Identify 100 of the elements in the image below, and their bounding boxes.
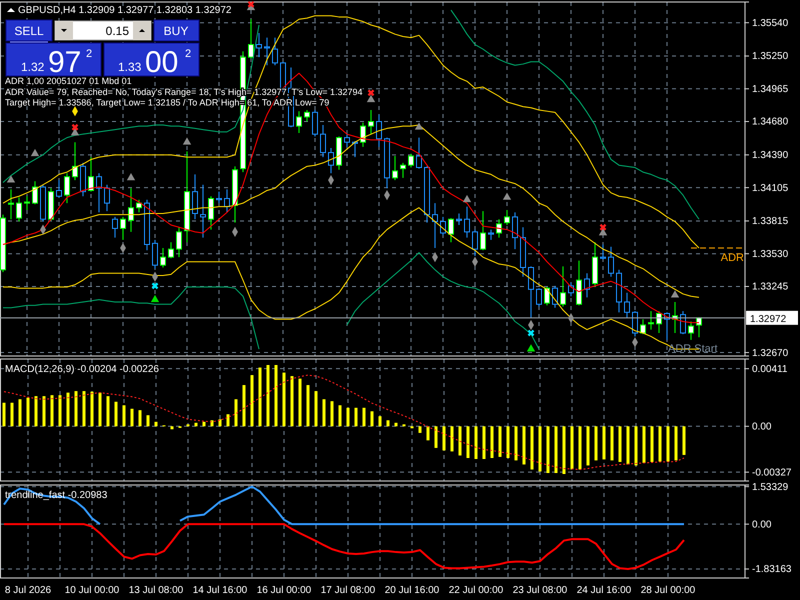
candlestick (128, 188, 134, 232)
bar (666, 426, 670, 462)
x-tick-label: 23 Jul 08:00 (512, 585, 568, 596)
point (600, 224, 606, 231)
y-tick-label: 1.35250 (752, 51, 789, 62)
candlestick (64, 172, 70, 204)
bar (498, 426, 502, 457)
bar (218, 419, 222, 426)
candlestick (376, 114, 382, 148)
candlestick (24, 196, 30, 211)
point (502, 192, 512, 200)
candlestick (208, 196, 214, 230)
point (462, 194, 472, 202)
candlestick (272, 37, 278, 66)
annotation: 0.15 (106, 24, 130, 38)
candlestick (544, 286, 550, 306)
bar (82, 391, 86, 426)
point (366, 94, 376, 102)
bar (114, 402, 118, 426)
x-tick-label: 10 Jul 00:00 (64, 585, 120, 596)
candlestick (136, 199, 142, 213)
annotation: 97 (48, 46, 82, 79)
candlestick (448, 218, 454, 243)
bar (378, 416, 382, 426)
bar (266, 365, 270, 426)
bar (274, 365, 278, 426)
bar (442, 426, 446, 450)
candlestick (312, 110, 318, 137)
bar (290, 376, 294, 426)
bar (674, 426, 678, 460)
bar (394, 422, 398, 426)
bar (202, 422, 206, 426)
x-tick-label: 24 Jul 16:00 (576, 585, 632, 596)
bar (562, 426, 566, 474)
bar (18, 399, 22, 426)
bar (642, 426, 646, 463)
point (126, 173, 136, 180)
candlestick (568, 282, 574, 297)
candlestick (216, 191, 222, 204)
bar (546, 426, 550, 474)
bar (578, 426, 582, 470)
bar (682, 426, 686, 455)
candlestick (256, 32, 262, 58)
point (70, 128, 80, 136)
candlestick (456, 212, 462, 226)
bar (122, 405, 126, 426)
y-tick-label: 1.34965 (752, 84, 789, 95)
annotation: BUY (164, 24, 188, 38)
bar (570, 426, 574, 470)
bar (506, 426, 510, 458)
bar (298, 378, 302, 426)
point (526, 344, 536, 352)
candlestick (56, 180, 62, 198)
candlestick (496, 218, 502, 238)
y-tick-label: 1.34680 (752, 116, 789, 128)
candlestick (608, 246, 614, 278)
bar (658, 426, 662, 462)
bar (306, 385, 310, 426)
candlestick (176, 226, 182, 258)
candlestick (200, 184, 206, 238)
bar (74, 391, 78, 426)
y-tick-label: -0.00327 (752, 467, 792, 478)
bar (426, 426, 430, 440)
bar (42, 396, 46, 426)
y-tick-label: 1.53329 (752, 482, 789, 493)
bar (474, 426, 478, 459)
y-tick-label: 1.35540 (752, 18, 789, 29)
bar (370, 411, 374, 426)
y-tick-label: 1.33815 (752, 216, 789, 228)
bar (594, 426, 598, 460)
bar (210, 420, 214, 426)
candlestick (432, 202, 438, 248)
annotation: SELL (14, 24, 44, 38)
bar (338, 405, 342, 426)
point (72, 124, 78, 131)
candlestick (488, 229, 494, 240)
candlestick (400, 162, 406, 178)
bar (650, 426, 654, 462)
bar (258, 368, 262, 426)
candlestick (152, 239, 158, 270)
bar (626, 426, 630, 464)
candlestick (112, 216, 118, 238)
bar (322, 399, 326, 426)
bar (146, 415, 150, 426)
y-tick-label: 1.33530 (752, 248, 789, 260)
bar (234, 399, 238, 426)
candlestick (528, 266, 534, 319)
y-tick-label: 0.00 (752, 422, 772, 433)
candlestick (464, 206, 470, 238)
bar (58, 395, 62, 426)
x-tick-label: 13 Jul 08:00 (128, 585, 184, 596)
candlestick (624, 292, 630, 319)
y-tick-label: -1.83163 (752, 564, 792, 576)
bar (138, 410, 142, 426)
annotation: 00 (145, 46, 178, 79)
line-series (4, 374, 684, 470)
annotation: 1.32 (21, 60, 45, 74)
ref-line-label: ADR (720, 252, 744, 264)
point (368, 89, 374, 96)
bar (634, 426, 638, 466)
